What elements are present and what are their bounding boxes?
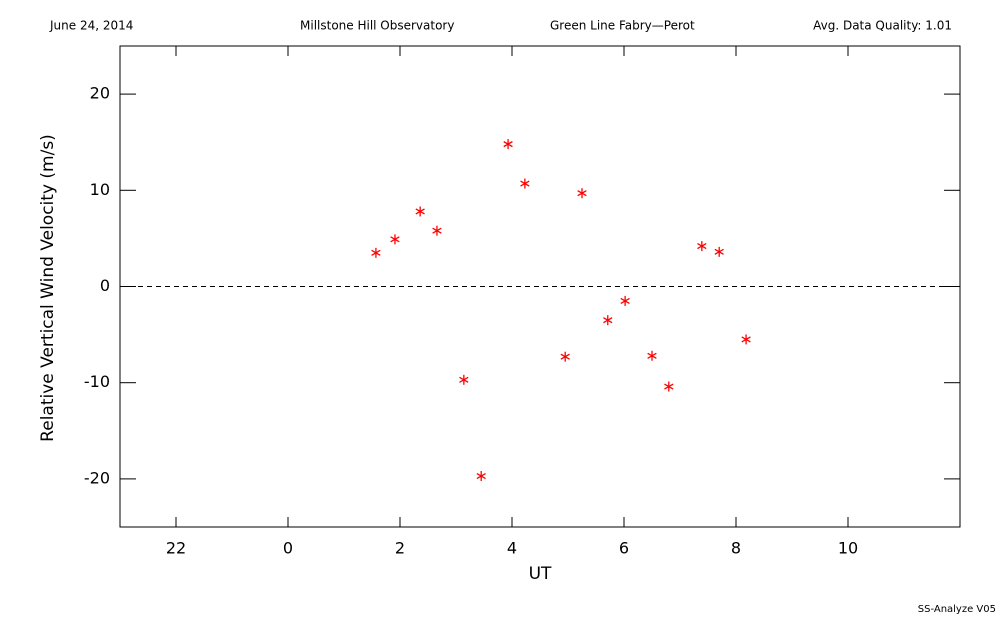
asterisk-stroke [432, 227, 442, 234]
asterisk-stroke [647, 352, 657, 359]
x-tick-label: 10 [838, 539, 858, 558]
asterisk-stroke [714, 248, 724, 255]
header-instrument: Green Line Fabry—Perot [550, 19, 695, 33]
data-point [476, 471, 486, 482]
x-tick-label: 0 [283, 539, 293, 558]
y-tick-label: 0 [100, 276, 110, 295]
asterisk-stroke [620, 297, 630, 304]
x-tick-label: 8 [731, 539, 741, 558]
data-point [371, 247, 381, 258]
x-axis-label: UT [529, 564, 552, 584]
y-tick-label: -20 [84, 468, 110, 487]
data-point [697, 241, 707, 252]
y-tick-label: 20 [90, 84, 110, 103]
data-point [741, 334, 751, 345]
data-point [664, 381, 674, 392]
data-point [647, 350, 657, 361]
data-point [560, 351, 570, 362]
x-tick-label: 22 [166, 539, 186, 558]
header-date: June 24, 2014 [49, 19, 133, 33]
asterisk-stroke [664, 383, 674, 390]
data-point [432, 225, 442, 236]
asterisk-stroke [503, 141, 513, 148]
data-point [520, 178, 530, 189]
asterisk-stroke [697, 243, 707, 250]
y-axis-label: Relative Vertical Wind Velocity (m/s) [38, 134, 58, 442]
asterisk-stroke [390, 236, 400, 243]
asterisk-stroke [577, 190, 587, 197]
data-point [503, 139, 513, 150]
header-quality: Avg. Data Quality: 1.01 [813, 19, 952, 33]
x-tick-label: 4 [507, 539, 517, 558]
asterisk-stroke [560, 353, 570, 360]
asterisk-stroke [459, 376, 469, 383]
data-point [577, 188, 587, 199]
asterisk-stroke [603, 317, 613, 324]
x-tick-label: 6 [619, 539, 629, 558]
asterisk-stroke [476, 472, 486, 480]
asterisk-stroke [415, 208, 425, 215]
footer: SS-Analyze V05 [918, 604, 996, 615]
data-point [603, 315, 613, 326]
y-tick-label: 10 [90, 180, 110, 199]
asterisk-stroke [741, 336, 751, 343]
asterisk-stroke [371, 249, 381, 256]
data-point [620, 295, 630, 306]
data-point [415, 206, 425, 217]
data-point [714, 246, 724, 257]
x-tick-label: 2 [395, 539, 405, 558]
data-point [390, 234, 400, 245]
asterisk-stroke [520, 180, 530, 187]
header-site: Millstone Hill Observatory [300, 19, 454, 33]
data-point [459, 374, 469, 385]
y-tick-label: -10 [84, 372, 110, 391]
